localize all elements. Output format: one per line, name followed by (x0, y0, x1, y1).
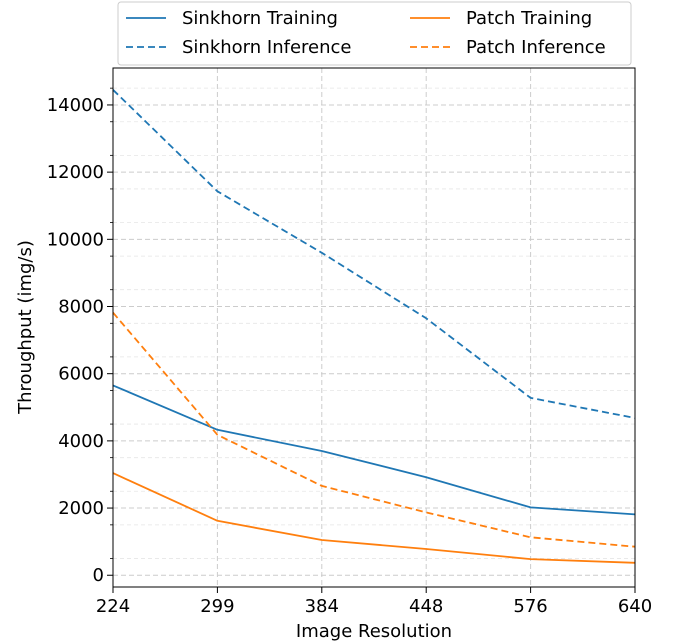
y-tick-label: 4000 (58, 431, 104, 452)
legend-label: Patch Training (466, 8, 592, 29)
y-tick-label: 6000 (58, 364, 104, 385)
y-tick-label: 14000 (47, 95, 104, 116)
x-axis-label: Image Resolution (296, 621, 452, 642)
y-tick-label: 2000 (58, 498, 104, 519)
x-tick-label: 448 (409, 596, 443, 617)
series-line-patch-inference (112, 312, 636, 548)
legend-label: Sinkhorn Training (182, 8, 338, 29)
axes: 0 2000 4000 6000 8000 10000 12000 14000 224 299 38… (47, 87, 652, 617)
grid-lines (112, 68, 636, 587)
x-tick-label: 576 (513, 596, 547, 617)
y-tick-label: 8000 (58, 297, 104, 318)
series-line-patch-training (112, 472, 636, 564)
x-tick-label: 384 (305, 596, 339, 617)
series-lines (112, 89, 636, 564)
legend: Sinkhorn Training Sinkhorn Inference Patch… (117, 1, 632, 66)
y-tick-label: 0 (93, 565, 104, 586)
series-line-sinkhorn-inference (112, 89, 636, 419)
y-tick-label: 10000 (47, 229, 104, 250)
legend-label: Patch Inference (466, 37, 606, 58)
legend-label: Sinkhorn Inference (182, 37, 351, 58)
x-tick-label: 299 (200, 596, 234, 617)
x-tick-label: 640 (618, 596, 652, 617)
series-line-sinkhorn-training (112, 384, 636, 516)
y-axis-label: Throughput (img/s) (15, 240, 36, 415)
y-tick-label: 12000 (47, 162, 104, 183)
x-tick-label: 224 (96, 596, 130, 617)
legend-frame (117, 1, 632, 66)
plot-area-frame (112, 67, 636, 588)
